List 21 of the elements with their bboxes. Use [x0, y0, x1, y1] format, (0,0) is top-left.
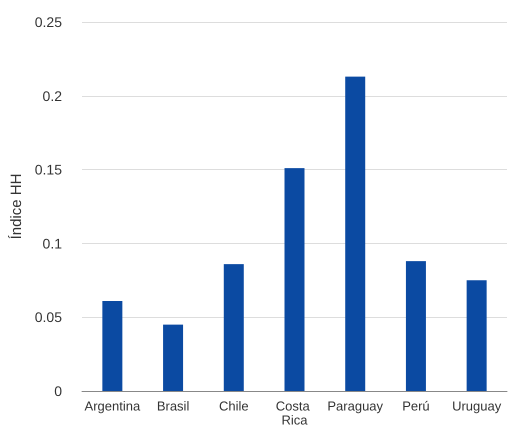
x-tick-label: Argentina [84, 398, 141, 414]
x-tick-label: Perú [402, 398, 430, 414]
x-tick-label: Costa Rica [276, 398, 314, 428]
bar [163, 324, 184, 391]
bar [102, 300, 122, 391]
y-tick-label: 0.25 [34, 14, 62, 30]
bar [406, 261, 426, 391]
y-tick-label: 0.2 [42, 88, 62, 104]
y-tick-label: 0.15 [34, 162, 62, 178]
bar [345, 76, 366, 391]
y-tick-label: 0 [54, 383, 62, 399]
y-tick-label: 0.1 [42, 235, 62, 252]
x-tick-label: Chile [218, 398, 249, 414]
x-tick-label: Paraguay [327, 398, 384, 414]
bar [284, 168, 304, 391]
bar [466, 280, 487, 391]
y-axis-title: Índice HH [6, 174, 25, 240]
x-tick-label: Brasil [156, 398, 190, 414]
x-tick-label: Uruguay [452, 398, 502, 414]
bar [224, 264, 244, 391]
y-tick-label: 0.05 [34, 309, 62, 326]
